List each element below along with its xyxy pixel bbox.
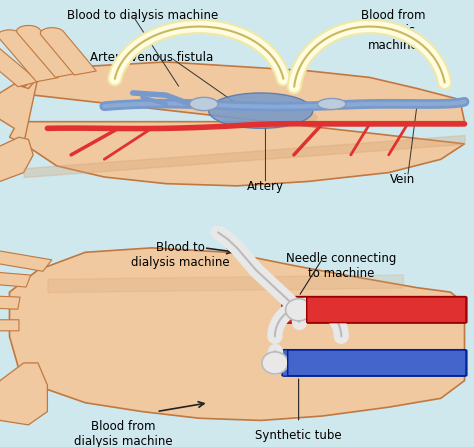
Ellipse shape [209,93,313,128]
Text: Blood to dialysis machine: Blood to dialysis machine [66,9,218,22]
Polygon shape [0,294,20,309]
Polygon shape [14,62,465,186]
Text: Synthetic tube: Synthetic tube [255,429,342,442]
Polygon shape [0,30,58,82]
Polygon shape [0,39,39,87]
Text: Arteriovenous fistula: Arteriovenous fistula [90,51,213,64]
Text: Blood from
dialysis
machine: Blood from dialysis machine [361,9,426,52]
Ellipse shape [190,97,218,111]
FancyBboxPatch shape [282,296,467,323]
Ellipse shape [223,106,318,128]
FancyBboxPatch shape [282,350,467,376]
Polygon shape [0,246,52,271]
Polygon shape [0,363,47,425]
Polygon shape [9,248,465,421]
Text: Blood from
dialysis machine: Blood from dialysis machine [74,421,173,447]
Ellipse shape [285,299,312,321]
Text: Vein: Vein [390,173,416,186]
FancyBboxPatch shape [288,350,466,376]
Text: Artery: Artery [247,180,284,193]
Text: Artery: Artery [412,304,449,316]
Ellipse shape [318,98,346,110]
Text: Needle connecting
to machine: Needle connecting to machine [286,252,396,280]
Polygon shape [0,77,38,144]
Text: Vein: Vein [412,356,438,369]
Polygon shape [0,268,31,287]
FancyBboxPatch shape [307,297,466,323]
Polygon shape [17,25,77,77]
Polygon shape [0,137,33,181]
Polygon shape [40,28,96,75]
Polygon shape [0,320,19,331]
Ellipse shape [262,352,288,374]
Text: Blood to
dialysis machine: Blood to dialysis machine [131,241,229,269]
